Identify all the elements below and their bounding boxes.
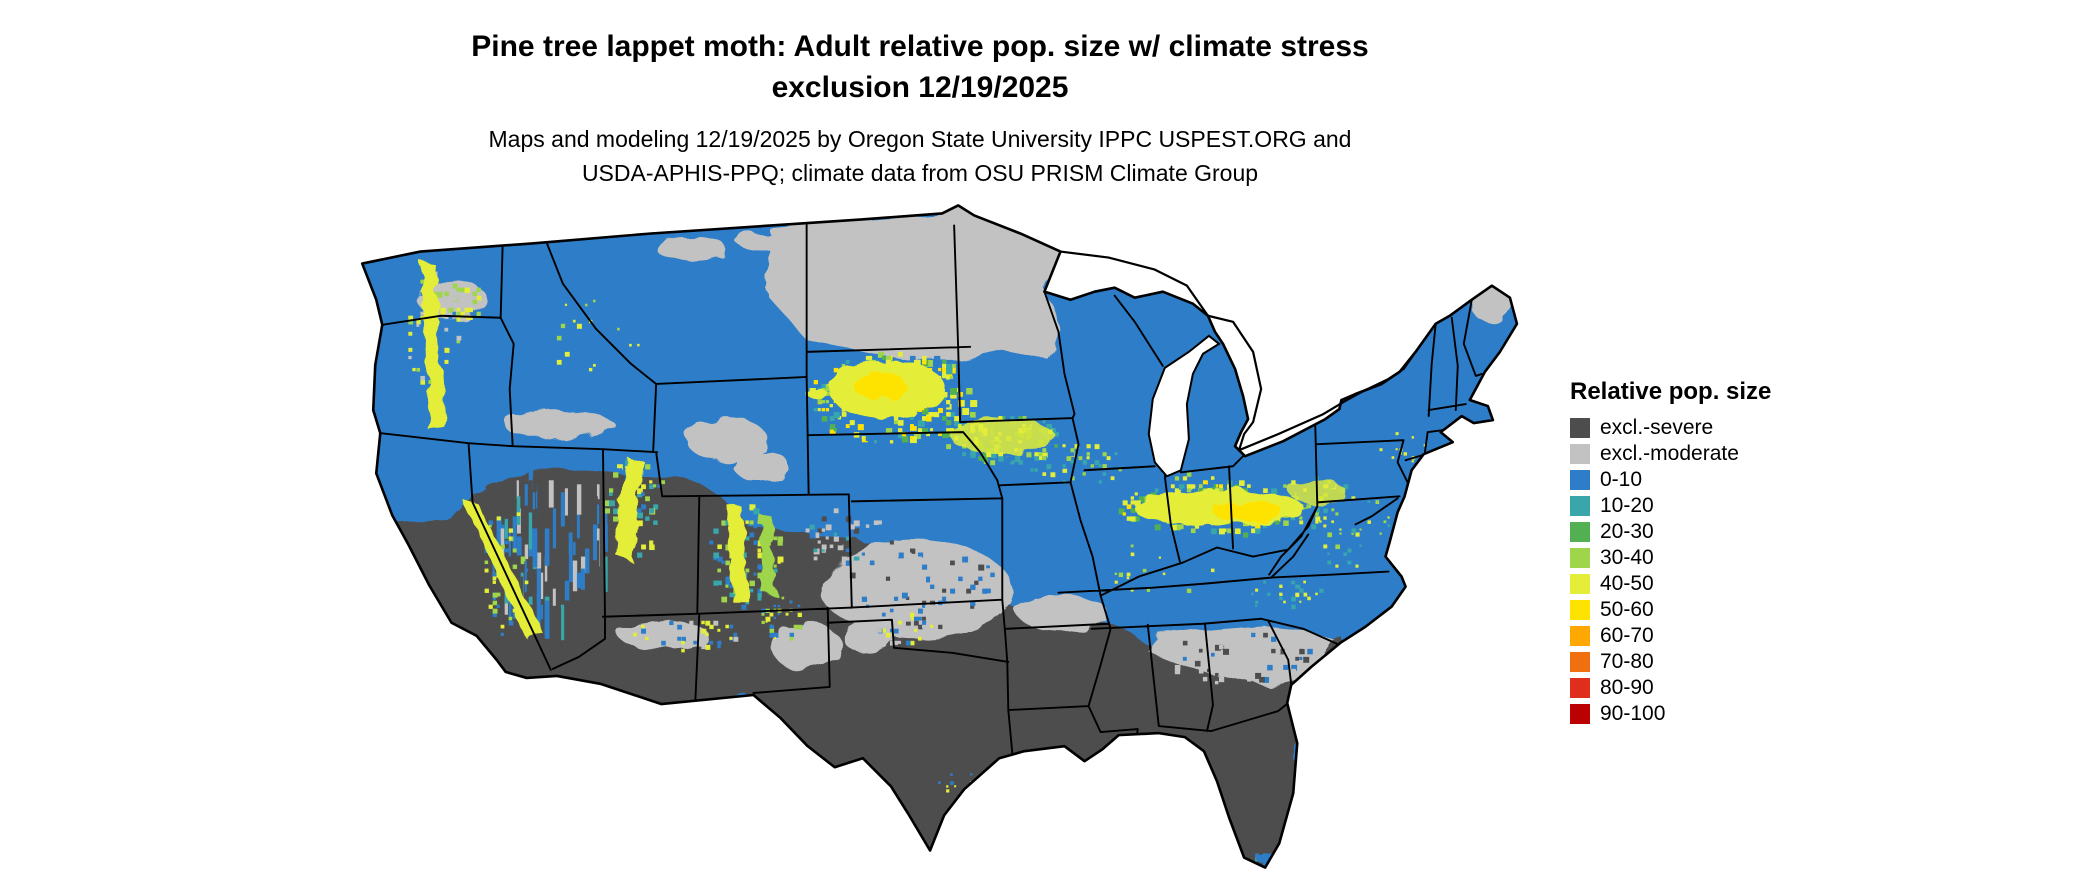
legend-item: excl.-moderate xyxy=(1570,441,1870,467)
legend-label: 10-20 xyxy=(1600,494,1654,517)
title-line-2: exclusion 12/19/2025 xyxy=(771,71,1069,104)
subtitle-line-1: Maps and modeling 12/19/2025 by Oregon S… xyxy=(488,126,1352,152)
legend-swatch xyxy=(1570,444,1590,464)
legend-label: 60-70 xyxy=(1600,624,1654,647)
legend-item: 60-70 xyxy=(1570,623,1870,649)
legend-label: excl.-severe xyxy=(1600,416,1714,439)
state-borders xyxy=(379,223,1483,755)
legend-item: 20-30 xyxy=(1570,519,1870,545)
legend-label: 30-40 xyxy=(1600,546,1654,569)
legend-swatch xyxy=(1570,522,1590,542)
map-legend: Relative pop. size excl.-severe excl.-mod… xyxy=(1570,378,1870,727)
lake-michigan xyxy=(1147,334,1221,478)
legend-swatch xyxy=(1570,626,1590,646)
legend-items: excl.-severe excl.-moderate 0-10 10-20 20-30… xyxy=(1570,415,1870,727)
legend-item: 40-50 xyxy=(1570,571,1870,597)
page-subtitle: Maps and modeling 12/19/2025 by Oregon S… xyxy=(0,122,1840,190)
legend-label: excl.-moderate xyxy=(1600,442,1739,465)
legend-item: 0-10 xyxy=(1570,467,1870,493)
legend-item: 90-100 xyxy=(1570,701,1870,727)
legend-item: 10-20 xyxy=(1570,493,1870,519)
legend-label: 0-10 xyxy=(1600,468,1643,491)
legend-swatch xyxy=(1570,548,1590,568)
legend-swatch xyxy=(1570,496,1590,516)
legend-title: Relative pop. size xyxy=(1570,378,1772,405)
legend-label: 40-50 xyxy=(1600,572,1654,595)
legend-label: 50-60 xyxy=(1600,598,1654,621)
legend-swatch xyxy=(1570,418,1590,438)
legend-item: 50-60 xyxy=(1570,597,1870,623)
us-map-svg xyxy=(360,204,1519,869)
map-region-excl-moderate xyxy=(418,205,1514,687)
legend-item: 30-40 xyxy=(1570,545,1870,571)
subtitle-line-2: USDA-APHIS-PPQ; climate data from OSU PR… xyxy=(581,160,1259,186)
legend-label: 20-30 xyxy=(1600,520,1654,543)
title-line-1: Pine tree lappet moth: Adult relative po… xyxy=(471,30,1369,63)
legend-label: 70-80 xyxy=(1600,650,1654,673)
legend-label: 80-90 xyxy=(1600,676,1654,699)
legend-item: excl.-severe xyxy=(1570,415,1870,441)
legend-swatch xyxy=(1570,600,1590,620)
legend-swatch xyxy=(1570,652,1590,672)
legend-swatch xyxy=(1570,470,1590,490)
map-region-yellow-bands xyxy=(420,261,1347,864)
map-raster-layers xyxy=(384,205,1514,868)
legend-item: 70-80 xyxy=(1570,649,1870,675)
legend-swatch xyxy=(1570,678,1590,698)
page-title: Pine tree lappet moth: Adult relative po… xyxy=(0,26,1840,108)
legend-item: 80-90 xyxy=(1570,675,1870,701)
legend-swatch xyxy=(1570,574,1590,594)
legend-label: 90-100 xyxy=(1600,702,1666,725)
legend-swatch xyxy=(1570,704,1590,724)
us-distribution-map xyxy=(300,203,1530,885)
